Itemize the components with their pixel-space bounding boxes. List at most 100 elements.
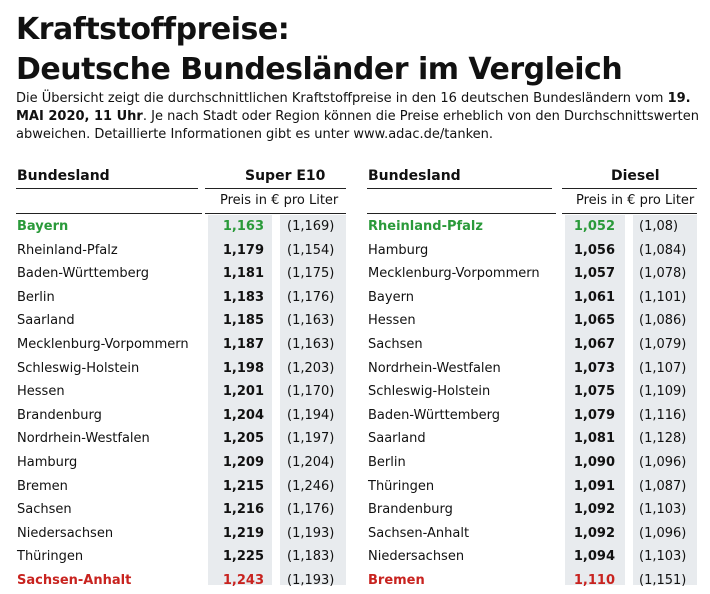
super-row: Berlin 1,183 (1,176)	[16, 287, 346, 311]
super-row-price: 1,225	[222, 549, 264, 565]
title-line-2: Deutsche Bundesländer im Vergleich	[16, 52, 623, 87]
super-row-price: 1,201	[222, 384, 264, 400]
diesel-row-previous: (1,107)	[639, 360, 687, 376]
super-row-previous: (1,176)	[287, 502, 335, 518]
super-row-price: 1,183	[222, 289, 264, 305]
super-row-previous: (1,193)	[287, 525, 335, 541]
diesel-row-price: 1,073	[573, 360, 615, 376]
diesel-row-previous: (1,103)	[639, 502, 687, 518]
super-price-subheader: Preis in € pro Liter	[220, 193, 339, 208]
diesel-row: Thüringen 1,091 (1,087)	[367, 476, 697, 500]
diesel-row-price: 1,061	[573, 289, 615, 305]
diesel-row-previous: (1,078)	[639, 266, 687, 282]
super-fuel-header-rule	[205, 188, 346, 189]
super-row-price: 1,179	[222, 242, 264, 258]
diesel-row-state: Baden-Württemberg	[368, 407, 500, 423]
super-row-previous: (1,197)	[287, 431, 335, 447]
diesel-row-previous: (1,084)	[639, 242, 687, 258]
diesel-row-price: 1,075	[573, 384, 615, 400]
diesel-row-price: 1,090	[573, 455, 615, 470]
diesel-row-state: Hamburg	[368, 242, 429, 258]
super-row-price: 1,216	[222, 502, 264, 518]
diesel-row-state: Mecklenburg-Vorpommern	[368, 266, 540, 282]
super-row-price: 1,219	[222, 525, 264, 541]
super-row-price: 1,243	[222, 573, 264, 588]
diesel-price-sub-rule	[562, 213, 697, 214]
super-state-sub-rule	[16, 213, 202, 214]
super-row-previous: (1,246)	[287, 478, 335, 494]
super-row-previous: (1,175)	[287, 266, 335, 282]
super-row: Thüringen 1,225 (1,183)	[16, 546, 346, 570]
super-row-state: Baden-Württemberg	[17, 266, 149, 282]
diesel-row: Niedersachsen 1,094 (1,103)	[367, 546, 697, 570]
super-row: Sachsen 1,216 (1,176)	[16, 499, 346, 523]
diesel-row-state: Nordrhein-Westfalen	[368, 360, 501, 376]
diesel-row-previous: (1,08)	[639, 219, 679, 234]
diesel-row-price: 1,094	[573, 549, 615, 565]
diesel-row-price: 1,056	[573, 242, 615, 258]
diesel-row-price: 1,092	[573, 525, 615, 541]
super-row: Sachsen-Anhalt 1,243 (1,193)	[16, 570, 346, 594]
diesel-row-previous: (1,109)	[639, 384, 687, 400]
super-row-state: Bremen	[17, 478, 68, 494]
super-row-previous: (1,163)	[287, 337, 335, 352]
super-row-state: Thüringen	[17, 549, 84, 565]
diesel-row-state: Hessen	[368, 313, 416, 329]
diesel-row-price: 1,057	[573, 266, 615, 282]
diesel-row: Nordrhein-Westfalen 1,073 (1,107)	[367, 358, 697, 382]
super-row: Schleswig-Holstein 1,198 (1,203)	[16, 358, 346, 382]
super-row-state: Nordrhein-Westfalen	[17, 431, 150, 447]
super-row-previous: (1,183)	[287, 549, 335, 565]
diesel-row-previous: (1,087)	[639, 478, 687, 494]
diesel-row-previous: (1,086)	[639, 313, 687, 329]
diesel-row: Brandenburg 1,092 (1,103)	[367, 499, 697, 523]
diesel-col-fuel-header: Diesel	[611, 168, 660, 184]
page-title: Kraftstoffpreise: Deutsche Bundesländer …	[16, 10, 706, 90]
super-row-state: Schleswig-Holstein	[17, 360, 140, 376]
diesel-row-price: 1,065	[573, 313, 615, 329]
diesel-row-price: 1,067	[573, 337, 615, 352]
title-line-1: Kraftstoffpreise:	[16, 12, 290, 47]
diesel-row: Sachsen-Anhalt 1,092 (1,096)	[367, 523, 697, 547]
intro-part-2: . Je nach Stadt oder Region können die P…	[16, 109, 699, 142]
super-row: Saarland 1,185 (1,163)	[16, 310, 346, 334]
super-row-state: Bayern	[17, 219, 69, 234]
super-row-state: Rheinland-Pfalz	[17, 242, 118, 258]
intro-date: 19. MAI 2020, 11 Uhr	[16, 91, 691, 124]
super-row-price: 1,205	[222, 431, 264, 447]
super-row-price: 1,209	[222, 455, 264, 470]
super-row-price: 1,215	[222, 478, 264, 494]
super-row-state: Mecklenburg-Vorpommern	[17, 337, 189, 352]
diesel-row-state: Bayern	[368, 289, 414, 305]
diesel-row-state: Schleswig-Holstein	[368, 384, 491, 400]
super-row-state: Saarland	[17, 313, 75, 329]
super-price-band	[208, 215, 272, 585]
super-row-previous: (1,204)	[287, 455, 335, 470]
diesel-row: Rheinland-Pfalz 1,052 (1,08)	[367, 216, 697, 240]
diesel-row-state: Rheinland-Pfalz	[368, 219, 483, 234]
super-e10-table: Bundesland Super E10 Preis in € pro Lite…	[16, 165, 346, 588]
diesel-row-price: 1,092	[573, 502, 615, 518]
super-row: Bremen 1,215 (1,246)	[16, 476, 346, 500]
super-row: Hamburg 1,209 (1,204)	[16, 452, 346, 476]
diesel-table: Bundesland Diesel Preis in € pro Liter R…	[367, 165, 697, 588]
diesel-price-subheader: Preis in € pro Liter	[576, 193, 695, 208]
fuel-price-comparison: Kraftstoffpreise: Deutsche Bundesländer …	[16, 10, 706, 588]
super-price-sub-rule	[205, 213, 346, 214]
super-col-state-header: Bundesland	[17, 168, 110, 184]
diesel-row-price: 1,110	[573, 573, 615, 588]
super-row-state: Berlin	[17, 289, 55, 305]
diesel-row-state: Sachsen-Anhalt	[368, 525, 470, 541]
diesel-row-price: 1,079	[573, 407, 615, 423]
super-row-previous: (1,163)	[287, 313, 335, 329]
diesel-row-price: 1,081	[573, 431, 615, 447]
diesel-price-band	[565, 215, 625, 585]
diesel-row: Bayern 1,061 (1,101)	[367, 287, 697, 311]
super-row: Rheinland-Pfalz 1,179 (1,154)	[16, 240, 346, 264]
diesel-row-previous: (1,096)	[639, 525, 687, 541]
super-row-previous: (1,169)	[287, 219, 335, 234]
super-row-state: Brandenburg	[17, 407, 102, 423]
super-row-price: 1,204	[222, 407, 264, 423]
super-row-state: Hessen	[17, 384, 65, 400]
diesel-row-state: Thüringen	[368, 478, 435, 494]
